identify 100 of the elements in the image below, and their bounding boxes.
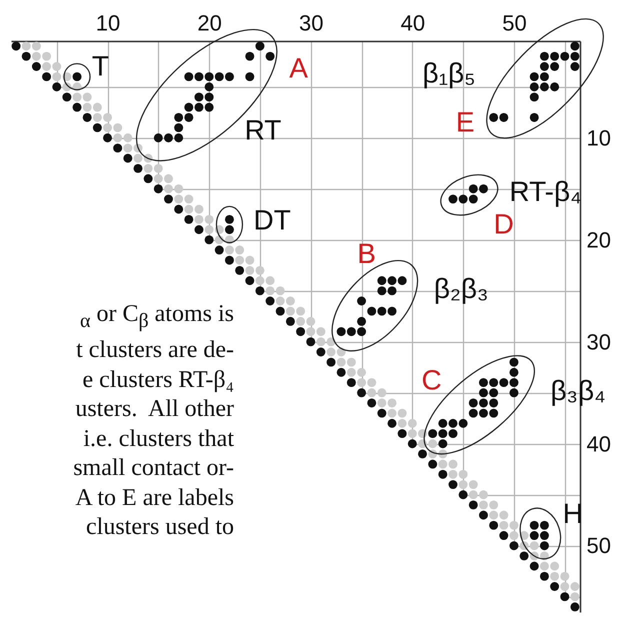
point (123, 154, 132, 163)
point (499, 378, 508, 388)
x-tick-label: 50 (502, 10, 527, 36)
point (194, 102, 204, 112)
x-tick-label: 10 (96, 10, 120, 36)
point (499, 531, 508, 540)
annotation: E (456, 106, 475, 138)
annotation: RT (244, 114, 282, 146)
point (540, 572, 549, 581)
point (388, 286, 396, 296)
point (540, 52, 549, 61)
point (468, 408, 478, 418)
point (530, 92, 539, 102)
point (418, 449, 427, 458)
point (438, 470, 448, 479)
point (560, 592, 570, 602)
point (570, 42, 580, 51)
point (458, 490, 468, 500)
point (134, 164, 142, 173)
point (367, 398, 376, 408)
point (194, 92, 204, 102)
point (377, 286, 386, 296)
point (540, 541, 549, 550)
point (530, 520, 539, 530)
point (479, 408, 488, 418)
annotation: A (289, 52, 308, 84)
point (336, 327, 346, 336)
point (154, 133, 163, 142)
point (214, 72, 224, 82)
point (388, 418, 396, 428)
point (468, 398, 478, 408)
point (468, 194, 478, 204)
point (509, 541, 518, 550)
annotation: DT (253, 204, 291, 236)
x-tick-label: 40 (400, 10, 426, 36)
point (448, 480, 458, 490)
point (550, 582, 560, 591)
point (245, 276, 254, 286)
point (438, 439, 448, 448)
point (204, 92, 214, 102)
point (550, 52, 560, 61)
point (92, 123, 102, 132)
point (520, 551, 529, 560)
y-tick-label: 40 (586, 431, 611, 456)
point (570, 62, 580, 71)
point (479, 398, 488, 408)
point (489, 398, 498, 408)
point (398, 429, 407, 438)
point (428, 460, 438, 469)
point (224, 256, 234, 265)
point (489, 378, 498, 388)
point (570, 52, 580, 61)
point (174, 204, 184, 214)
point (357, 316, 366, 326)
point (245, 52, 254, 61)
point (224, 225, 234, 234)
point (540, 72, 549, 82)
x-tick-label: 30 (299, 10, 324, 36)
point (224, 214, 234, 224)
point (377, 276, 386, 286)
point (336, 368, 346, 377)
annotation: B (357, 238, 376, 270)
point (388, 276, 396, 286)
point (438, 418, 448, 428)
point (540, 82, 549, 92)
annotation: β₂β₃ (434, 272, 488, 304)
point (408, 439, 417, 448)
point (174, 133, 184, 142)
annotation: T (92, 50, 109, 82)
annotation: $_{α}$ or C$_{β}$ atoms is (78, 300, 234, 334)
point (530, 113, 539, 122)
point (154, 184, 163, 194)
annotation: D (494, 208, 514, 240)
point (448, 194, 458, 204)
point (377, 306, 386, 316)
point (377, 408, 386, 418)
point (214, 246, 224, 254)
annotation: usters. All other (74, 395, 234, 424)
annotation: A to E are labels (74, 484, 234, 513)
point (42, 72, 52, 82)
point (489, 408, 498, 418)
point (530, 82, 539, 92)
point (296, 327, 306, 336)
point (438, 429, 448, 438)
point (266, 296, 275, 306)
point (479, 378, 488, 388)
point (164, 133, 173, 142)
point (458, 418, 468, 428)
point (184, 113, 194, 122)
point (357, 327, 366, 336)
point (286, 316, 295, 326)
point (164, 194, 173, 204)
point (509, 388, 518, 398)
point (245, 72, 254, 82)
y-tick-label: 20 (586, 227, 611, 252)
annotation: t clusters are de- (75, 336, 234, 366)
point (62, 92, 72, 102)
point (103, 133, 112, 142)
point (468, 500, 478, 510)
point (398, 276, 407, 286)
